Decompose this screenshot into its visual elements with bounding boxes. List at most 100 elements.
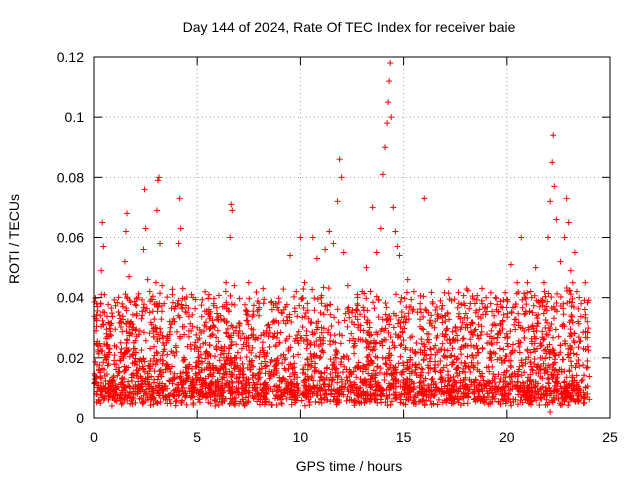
data-point <box>276 339 283 346</box>
noise-point <box>150 401 157 408</box>
noise-point <box>539 328 546 335</box>
noise-point <box>309 331 316 338</box>
noise-point <box>112 302 119 309</box>
noise-point <box>221 360 228 367</box>
data-point <box>540 279 547 286</box>
noise-point <box>243 311 250 318</box>
data-point <box>233 384 240 391</box>
noise-point <box>310 384 317 391</box>
noise-point <box>369 347 376 354</box>
noise-point <box>515 337 522 344</box>
noise-point <box>451 353 458 360</box>
noise-point <box>544 319 551 326</box>
data-point <box>202 339 209 346</box>
data-point <box>439 387 446 394</box>
noise-point <box>318 329 325 336</box>
noise-point <box>208 332 215 339</box>
noise-point <box>153 349 160 356</box>
noise-point <box>303 382 310 389</box>
noise-point <box>318 373 325 380</box>
noise-point <box>213 334 220 341</box>
noise-point <box>181 331 188 338</box>
data-point <box>460 390 467 397</box>
data-point <box>408 378 415 385</box>
noise-point <box>157 356 164 363</box>
noise-point <box>273 401 280 408</box>
noise-point <box>529 366 536 373</box>
noise-point <box>263 363 270 370</box>
noise-point <box>584 364 591 371</box>
noise-point <box>118 319 125 326</box>
noise-point <box>565 402 572 409</box>
noise-point <box>372 353 379 360</box>
noise-point <box>454 337 461 344</box>
noise-point <box>178 301 185 308</box>
noise-point <box>427 346 434 353</box>
data-point <box>256 312 263 319</box>
noise-point <box>410 306 417 313</box>
noise-point <box>550 360 557 367</box>
noise-point <box>489 398 496 405</box>
noise-point <box>157 398 164 405</box>
noise-point <box>398 341 405 348</box>
noise-point <box>441 289 448 296</box>
data-point <box>561 234 568 241</box>
noise-point <box>355 336 362 343</box>
noise-point <box>167 390 174 397</box>
noise-point <box>121 396 128 403</box>
noise-point <box>439 319 446 326</box>
noise-point <box>545 379 552 386</box>
noise-point <box>465 363 472 370</box>
noise-point <box>167 368 174 375</box>
noise-point <box>211 397 218 404</box>
noise-point <box>212 353 219 360</box>
noise-point <box>397 333 404 340</box>
data-point <box>163 339 170 346</box>
noise-point <box>237 335 244 342</box>
noise-point <box>244 317 251 324</box>
data-point <box>206 315 213 322</box>
noise-point <box>407 334 414 341</box>
noise-point <box>353 374 360 381</box>
noise-point <box>455 289 462 296</box>
noise-point <box>442 318 449 325</box>
noise-point <box>129 401 136 408</box>
noise-point <box>212 384 219 391</box>
noise-point <box>407 388 414 395</box>
noise-point <box>166 377 173 384</box>
noise-point <box>251 384 258 391</box>
noise-point <box>229 383 236 390</box>
noise-point <box>353 306 360 313</box>
noise-point <box>176 335 183 342</box>
noise-point <box>519 379 526 386</box>
data-point <box>134 390 141 397</box>
y-tick-label: 0.08 <box>57 169 84 185</box>
noise-point <box>561 398 568 405</box>
noise-point <box>512 316 519 323</box>
noise-point <box>317 309 324 316</box>
noise-point <box>231 301 238 308</box>
noise-point <box>154 388 161 395</box>
x-tick-label: 20 <box>499 429 515 445</box>
noise-point <box>130 345 137 352</box>
noise-point <box>335 319 342 326</box>
data-point <box>565 219 572 226</box>
noise-point <box>509 378 516 385</box>
chart-title: Day 144 of 2024, Rate Of TEC Index for r… <box>183 19 516 35</box>
noise-point <box>497 375 504 382</box>
data-point <box>190 294 197 301</box>
noise-point <box>214 310 221 317</box>
noise-point <box>419 340 426 347</box>
noise-point <box>255 335 262 342</box>
noise-point <box>427 345 434 352</box>
noise-point <box>154 350 161 357</box>
noise-point <box>235 368 242 375</box>
noise-point <box>437 357 444 364</box>
noise-point <box>545 376 552 383</box>
noise-point <box>118 375 125 382</box>
noise-point <box>236 322 243 329</box>
data-point <box>450 381 457 388</box>
noise-point <box>563 284 570 291</box>
noise-point <box>103 313 110 320</box>
noise-point <box>505 383 512 390</box>
